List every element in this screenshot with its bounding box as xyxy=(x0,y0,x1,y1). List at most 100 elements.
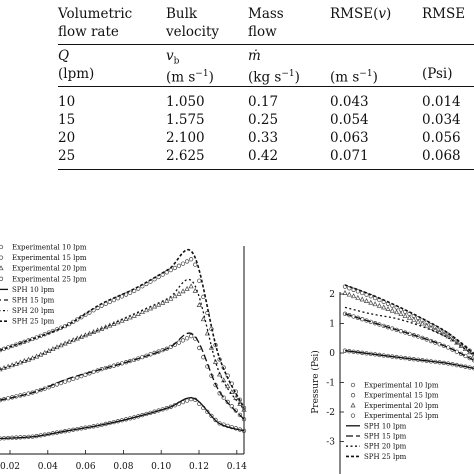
experimental-marker xyxy=(342,284,348,289)
left-x-tick-label: 0.12 xyxy=(189,462,209,472)
legend-marker xyxy=(350,393,356,398)
experimental-marker xyxy=(205,409,210,415)
table-cell: 0.014 xyxy=(422,94,461,110)
experimental-marker xyxy=(34,353,40,359)
experimental-marker xyxy=(359,296,365,302)
header-vb-line1: Bulk xyxy=(166,6,198,22)
experimental-marker xyxy=(419,320,425,326)
experimental-marker xyxy=(172,293,178,299)
experimental-marker xyxy=(428,322,434,328)
sph-series-line xyxy=(0,278,245,411)
legend-label: SPH 20 lpm xyxy=(364,443,407,451)
experimental-marker xyxy=(115,296,121,301)
right-y-tick-label: 1 xyxy=(329,320,335,330)
experimental-marker xyxy=(360,290,365,296)
experimental-marker xyxy=(229,389,235,394)
legend-marker xyxy=(0,276,4,281)
legend-label: SPH 10 lpm xyxy=(364,422,407,430)
experimental-marker xyxy=(424,322,430,328)
experimental-marker xyxy=(221,395,226,400)
experimental-marker xyxy=(376,302,382,308)
table-cell: 15 xyxy=(58,112,76,128)
sph-series-line xyxy=(344,306,474,357)
experimental-marker xyxy=(197,278,202,283)
experimental-marker xyxy=(119,294,125,299)
experimental-marker xyxy=(346,291,352,297)
table-cell: 10 xyxy=(58,94,76,110)
header-rmse-psi-unit: (Psi) xyxy=(422,66,453,82)
experimental-marker xyxy=(446,345,451,350)
experimental-marker xyxy=(147,305,154,311)
legend-marker xyxy=(350,413,356,418)
sph-series-line xyxy=(0,248,245,409)
experimental-marker xyxy=(208,344,215,350)
legend-label: SPH 25 lpm xyxy=(12,318,55,326)
experimental-marker xyxy=(180,261,186,266)
table-cell: 0.068 xyxy=(422,148,461,164)
header-vb-unit: (m s−1) xyxy=(166,69,214,86)
experimental-marker xyxy=(241,417,247,422)
figure-plots: 0.02 0.04 0.06 0.08 0.10 0.12 0.14 Experimental… xyxy=(0,244,474,474)
experimental-marker xyxy=(132,288,137,293)
experimental-marker xyxy=(372,301,378,307)
sph-series-line xyxy=(344,284,474,355)
experimental-marker xyxy=(127,314,133,320)
experimental-marker xyxy=(217,371,223,377)
experimental-marker xyxy=(351,287,356,292)
experimental-marker xyxy=(200,316,206,322)
experimental-marker xyxy=(38,333,43,338)
experimental-marker xyxy=(95,327,101,333)
experimental-marker xyxy=(38,351,44,357)
experimental-marker xyxy=(381,304,387,310)
experimental-marker xyxy=(111,297,117,303)
experimental-marker xyxy=(454,349,459,354)
experimental-marker xyxy=(184,285,190,291)
experimental-marker xyxy=(415,318,421,324)
table-cell: 20 xyxy=(58,130,76,146)
table-rule-mid xyxy=(58,44,474,45)
experimental-marker xyxy=(411,316,417,322)
experimental-marker xyxy=(172,265,178,271)
experimental-marker xyxy=(131,312,137,318)
table-cell: 0.17 xyxy=(248,94,279,110)
experimental-marker xyxy=(363,298,370,303)
experimental-marker xyxy=(5,396,11,401)
experimental-marker xyxy=(135,310,141,316)
legend-marker xyxy=(0,244,4,250)
experimental-marker xyxy=(139,309,145,315)
header-mdot-line1: Mass xyxy=(248,6,284,22)
experimental-marker xyxy=(176,263,182,268)
experimental-marker xyxy=(467,355,472,361)
experimental-marker xyxy=(143,307,149,313)
header-mdot-unit: (kg s−1) xyxy=(248,69,300,86)
experimental-marker xyxy=(50,328,56,334)
experimental-marker xyxy=(71,319,76,324)
experimental-marker xyxy=(176,290,182,296)
experimental-marker xyxy=(119,361,125,366)
experimental-marker xyxy=(433,325,438,330)
experimental-marker xyxy=(86,330,93,336)
experimental-marker xyxy=(398,329,404,334)
experimental-marker xyxy=(168,295,174,301)
legend-label: Experimental 25 lpm xyxy=(12,275,87,283)
experimental-marker xyxy=(54,382,60,387)
experimental-marker xyxy=(213,417,218,423)
experimental-marker xyxy=(368,299,374,305)
header-rmse-v: RMSE(v) xyxy=(330,6,392,22)
experimental-marker xyxy=(398,311,404,317)
experimental-marker xyxy=(46,347,52,353)
table-rule-header xyxy=(58,86,474,87)
sph-series-line xyxy=(0,332,245,420)
experimental-marker xyxy=(123,292,129,297)
experimental-marker xyxy=(42,349,48,355)
table-cell: 0.071 xyxy=(330,148,369,164)
experimental-marker xyxy=(107,299,112,305)
left-x-tick-label: 0.02 xyxy=(0,462,20,472)
experimental-marker xyxy=(355,294,361,300)
experimental-marker xyxy=(54,344,60,350)
legend-marker xyxy=(0,255,4,260)
experimental-marker xyxy=(347,286,352,291)
sph-series-line xyxy=(344,350,474,369)
header-q-symbol: Q xyxy=(58,48,70,64)
